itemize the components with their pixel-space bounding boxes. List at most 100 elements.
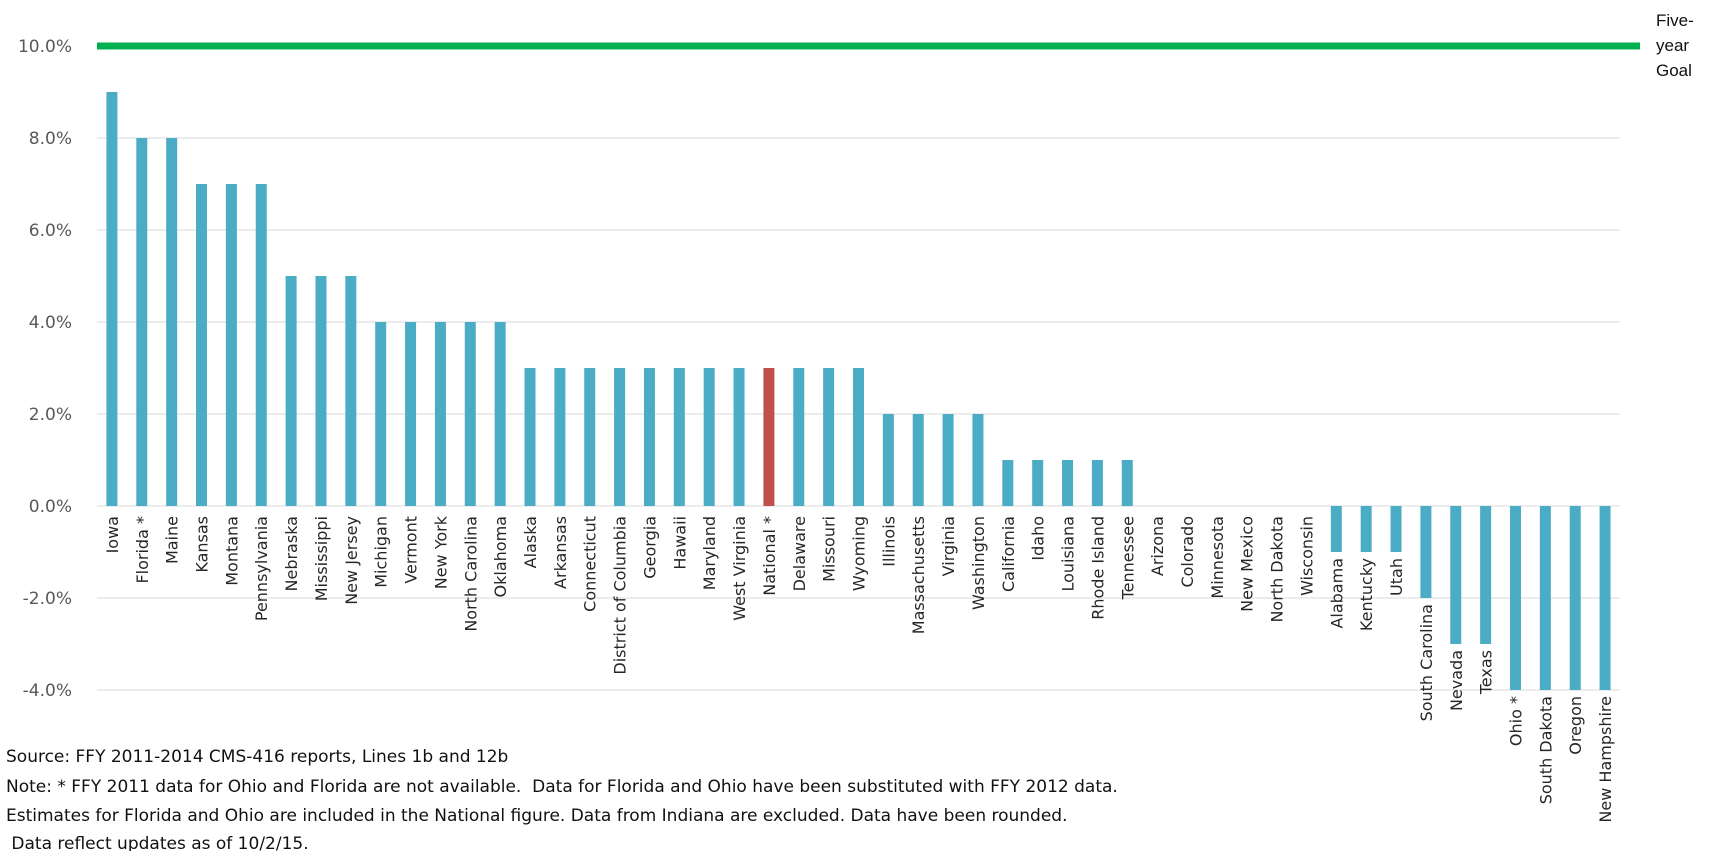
category-label: Illinois xyxy=(879,516,898,567)
bar-alaska xyxy=(524,368,536,506)
bar-georgia xyxy=(643,368,655,506)
category-label: Pennsylvania xyxy=(252,516,271,621)
category-label: Washington xyxy=(969,516,988,610)
category-label: North Carolina xyxy=(461,516,480,632)
y-tick-label: 8.0% xyxy=(29,129,72,149)
category-label: Arizona xyxy=(1148,516,1167,576)
bar-illinois xyxy=(882,414,894,506)
bar-west-virginia xyxy=(733,368,745,506)
category-label: Idaho xyxy=(1029,516,1048,561)
goal-line-group: Five-year Goal xyxy=(97,11,1694,80)
bar-new-york xyxy=(434,322,446,506)
category-label: Mississippi xyxy=(312,516,331,601)
category-label: Utah xyxy=(1387,558,1406,596)
bar-vermont xyxy=(405,322,417,506)
bar-south-dakota xyxy=(1539,506,1551,690)
bar-utah xyxy=(1390,506,1402,552)
bar-wyoming xyxy=(853,368,864,506)
bar-massachusetts xyxy=(912,414,924,506)
category-label: Texas xyxy=(1477,650,1496,695)
category-label: Louisiana xyxy=(1059,516,1078,592)
category-label: Wisconsin xyxy=(1297,516,1316,596)
y-tick-label: 0.0% xyxy=(29,497,72,517)
category-label: Minnesota xyxy=(1208,516,1227,599)
goal-label: Five- xyxy=(1656,11,1694,30)
bar-maryland xyxy=(703,368,715,506)
bar-louisiana xyxy=(1062,460,1074,506)
category-label: South Carolina xyxy=(1417,604,1436,721)
category-label: Alabama xyxy=(1327,558,1346,629)
category-label: Ohio * xyxy=(1506,696,1525,746)
category-label: North Dakota xyxy=(1268,516,1287,623)
category-label: Tennessee xyxy=(1118,516,1137,600)
bar-kentucky xyxy=(1360,506,1372,552)
category-label: Wyoming xyxy=(850,516,869,591)
category-label: Hawaii xyxy=(670,516,689,570)
y-tick-label: 2.0% xyxy=(29,405,72,425)
y-tick-label: -4.0% xyxy=(23,681,72,701)
category-label: Kansas xyxy=(193,516,212,573)
bar-maine xyxy=(166,138,178,506)
bar-new-jersey xyxy=(345,276,357,506)
bar-nebraska xyxy=(285,276,297,506)
category-label: Nevada xyxy=(1447,650,1466,711)
bar-washington xyxy=(972,414,984,506)
category-label: Connecticut xyxy=(581,516,600,612)
category-label: Kentucky xyxy=(1357,558,1376,631)
category-label: Vermont xyxy=(402,516,421,584)
footnote-line: Data reflect updates as of 10/2/15. xyxy=(6,834,309,851)
category-label: Georgia xyxy=(640,516,659,579)
goal-label: Goal xyxy=(1656,61,1692,80)
bar-california xyxy=(1002,460,1014,506)
category-label: Arkansas xyxy=(551,516,570,589)
bar-oklahoma xyxy=(494,322,506,506)
bar-kansas xyxy=(196,184,208,506)
bar-missouri xyxy=(823,368,835,506)
bar-rhode-island xyxy=(1091,460,1103,506)
category-label: New Mexico xyxy=(1238,516,1257,612)
bar-texas xyxy=(1480,506,1492,644)
category-label: New York xyxy=(431,515,450,589)
footnotes: Source: FFY 2011-2014 CMS-416 reports, L… xyxy=(6,747,1118,854)
bar-ohio xyxy=(1509,506,1521,690)
category-label: Maine xyxy=(163,516,182,564)
footnote-line: Source: FFY 2011-2014 CMS-416 reports, L… xyxy=(6,747,508,767)
category-label: Virginia xyxy=(939,516,958,576)
bar-nevada xyxy=(1450,506,1462,644)
bar-oregon xyxy=(1569,506,1581,690)
y-tick-label: 6.0% xyxy=(29,221,72,241)
category-label: Oklahoma xyxy=(491,516,510,597)
category-label: District of Columbia xyxy=(611,516,630,675)
category-label: Michigan xyxy=(372,516,391,588)
bar-alabama xyxy=(1330,506,1342,552)
bar-connecticut xyxy=(584,368,596,506)
bar-tennessee xyxy=(1121,460,1133,506)
bar-florida xyxy=(136,138,148,506)
category-label: California xyxy=(999,516,1018,592)
bar-delaware xyxy=(793,368,805,506)
category-label: South Dakota xyxy=(1536,696,1555,804)
y-tick-label: 10.0% xyxy=(18,37,72,57)
bar-virginia xyxy=(942,414,954,506)
bar-michigan xyxy=(375,322,387,506)
bar-idaho xyxy=(1032,460,1044,506)
y-tick-label: 4.0% xyxy=(29,313,72,333)
bar-iowa xyxy=(106,92,118,506)
category-label: Massachusetts xyxy=(909,516,928,634)
category-label: Nebraska xyxy=(282,516,301,591)
category-label: Rhode Island xyxy=(1088,516,1107,620)
category-label: New Jersey xyxy=(342,516,361,605)
category-label: West Virginia xyxy=(730,516,749,621)
bar-national xyxy=(763,368,775,506)
bar-mississippi xyxy=(315,276,327,506)
category-label: Alaska xyxy=(521,516,540,568)
footnote-line: Estimates for Florida and Ohio are inclu… xyxy=(6,806,1068,826)
footnote-line: Note: * FFY 2011 data for Ohio and Flori… xyxy=(6,777,1118,797)
bars xyxy=(106,92,1611,690)
category-labels: Iowa Florida * Maine Kansas Montana Pennsylva… xyxy=(103,515,1615,822)
category-label: New Hampshire xyxy=(1596,696,1615,823)
category-label: Missouri xyxy=(820,516,839,582)
y-tick-label: -2.0% xyxy=(23,589,72,609)
